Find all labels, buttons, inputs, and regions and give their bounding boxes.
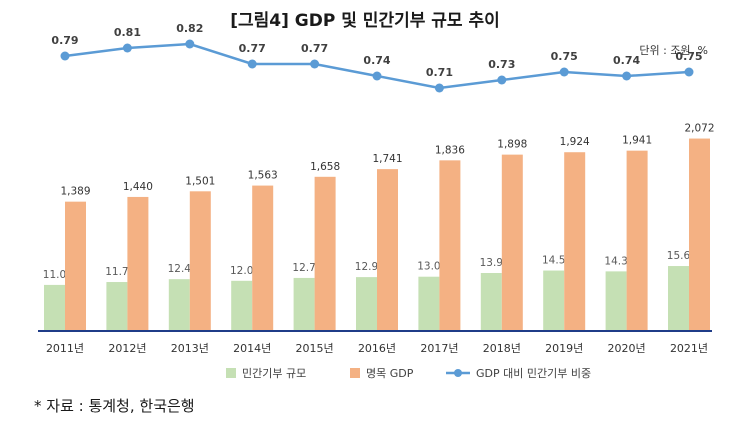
x-tick-2014년: 2014년: [233, 342, 271, 355]
source-note: * 자료 : 통계청, 한국은행: [34, 397, 195, 415]
unit-note: 단위 : 조원, %: [639, 44, 708, 57]
x-tick-2018년: 2018년: [483, 342, 521, 355]
data-label-gdp-2014년: 1,563: [248, 170, 278, 182]
x-tick-2015년: 2015년: [296, 342, 334, 355]
data-label-gdp-2011년: 1,389: [60, 186, 90, 198]
x-tick-2011년: 2011년: [46, 342, 84, 355]
x-tick-2019년: 2019년: [545, 342, 583, 355]
legend-swatch-0: [226, 368, 236, 378]
legend-label-1: 명목 GDP: [366, 367, 414, 380]
data-label-gdp-2018년: 1,898: [497, 139, 527, 151]
bar-donation-2011년: [44, 284, 65, 330]
data-label-donation-2017년: 13.0: [417, 261, 440, 273]
x-tick-2021년: 2021년: [670, 342, 708, 355]
bar-donation-2021년: [668, 266, 689, 330]
bar-gdp-2012년: [127, 196, 149, 330]
line-label-2019년: 0.75: [551, 50, 578, 63]
data-label-gdp-2013년: 1,501: [185, 175, 215, 187]
line-label-2021년: 0.75: [675, 50, 702, 63]
x-tick-labels: 2011년 2012년 2013년 2014년 2015년 2016년 2017년 2018년…: [46, 342, 708, 355]
data-label-donation-2013년: 12.4: [168, 263, 192, 275]
x-tick-2020년: 2020년: [608, 342, 646, 355]
line-label-2011년: 0.79: [51, 34, 78, 47]
line-label-2016년: 0.74: [363, 54, 390, 67]
data-label-gdp-2021년: 2,072: [684, 123, 714, 135]
line-point-2021년: [684, 67, 694, 77]
bar-gdp-2018년: [501, 154, 523, 330]
bar-gdp-2019년: [564, 152, 586, 330]
bar-donation-2012년: [106, 282, 128, 330]
x-tick-2016년: 2016년: [358, 342, 396, 355]
bar-donation-2020년: [605, 271, 627, 330]
data-label-donation-2012년: 11.7: [105, 266, 128, 278]
bar-gdp-2016년: [377, 169, 398, 330]
data-label-gdp-2019년: 1,924: [560, 136, 590, 148]
legend-label-0: 민간기부 규모: [242, 367, 306, 380]
line-point-2015년: [310, 59, 320, 69]
line-point-2013년: [185, 39, 195, 49]
line-point-2020년: [622, 71, 632, 81]
line-label-2018년: 0.73: [488, 58, 515, 71]
data-label-gdp-2020년: 1,941: [622, 135, 652, 147]
x-tick-2017년: 2017년: [420, 342, 458, 355]
bar-donation-2017년: [418, 276, 440, 330]
bar-donation-2014년: [231, 280, 253, 330]
data-label-donation-2014년: 12.0: [230, 265, 253, 277]
x-tick-2013년: 2013년: [171, 342, 209, 355]
line-point-2017년: [434, 83, 444, 93]
bar-gdp-2015년: [314, 176, 336, 330]
line-point-2018년: [497, 75, 507, 85]
bar-gdp-2021년: [689, 138, 710, 330]
line-point-2011년: [60, 51, 70, 61]
data-label-donation-2011년: 11.0: [43, 269, 66, 281]
bar-donation-2019년: [543, 270, 565, 330]
legend-swatch-1: [350, 368, 360, 378]
bar-donation-2013년: [168, 279, 190, 330]
bar-gdp-2017년: [439, 160, 461, 330]
data-label-gdp-2015년: 1,658: [310, 161, 340, 173]
bar-gdp-2011년: [65, 201, 86, 330]
line-label-2014년: 0.77: [239, 42, 266, 55]
line-point-2012년: [122, 43, 132, 53]
data-label-donation-2018년: 13.9: [480, 257, 503, 269]
bar-donation-2018년: [480, 273, 502, 330]
data-label-donation-2015년: 12.7: [292, 262, 315, 274]
data-label-gdp-2012년: 1,440: [123, 181, 153, 193]
line-label-2012년: 0.81: [114, 26, 141, 39]
line-layer: 0.79 0.81 0.82 0.77 0.77 0.74 0.71 0.73 0.75 0.74…: [51, 22, 703, 93]
chart-title: [그림4] GDP 및 민간기부 규모 추이: [230, 11, 500, 31]
data-label-gdp-2017년: 1,836: [435, 144, 465, 156]
bar-gdp-2020년: [626, 150, 648, 330]
data-label-donation-2016년: 12.9: [355, 261, 378, 273]
line-label-2020년: 0.74: [613, 54, 640, 67]
line-point-2014년: [247, 59, 257, 69]
data-label-gdp-2016년: 1,741: [372, 153, 402, 165]
data-label-donation-2021년: 15.6: [667, 250, 691, 262]
data-label-donation-2019년: 14.5: [542, 255, 565, 267]
line-point-2016년: [372, 71, 382, 81]
line-label-2017년: 0.71: [426, 66, 453, 79]
line-label-2013년: 0.82: [176, 22, 203, 35]
legend-marker-2: [454, 369, 462, 377]
bar-donation-2015년: [293, 277, 315, 330]
line-point-2019년: [559, 67, 569, 77]
legend: 민간기부 규모 명목 GDP GDP 대비 민간기부 비중: [226, 367, 591, 380]
bars-layer: 11.0 1,389 11.7 1,440 12.4 1,501 12.0 1,563 12.7…: [43, 123, 715, 330]
x-tick-2012년: 2012년: [108, 342, 146, 355]
bar-gdp-2013년: [189, 191, 211, 330]
data-label-donation-2020년: 14.3: [604, 255, 627, 267]
line-label-2015년: 0.77: [301, 42, 328, 55]
bar-gdp-2014년: [252, 185, 274, 330]
legend-label-2: GDP 대비 민간기부 비중: [476, 367, 591, 380]
bar-donation-2016년: [356, 277, 377, 330]
